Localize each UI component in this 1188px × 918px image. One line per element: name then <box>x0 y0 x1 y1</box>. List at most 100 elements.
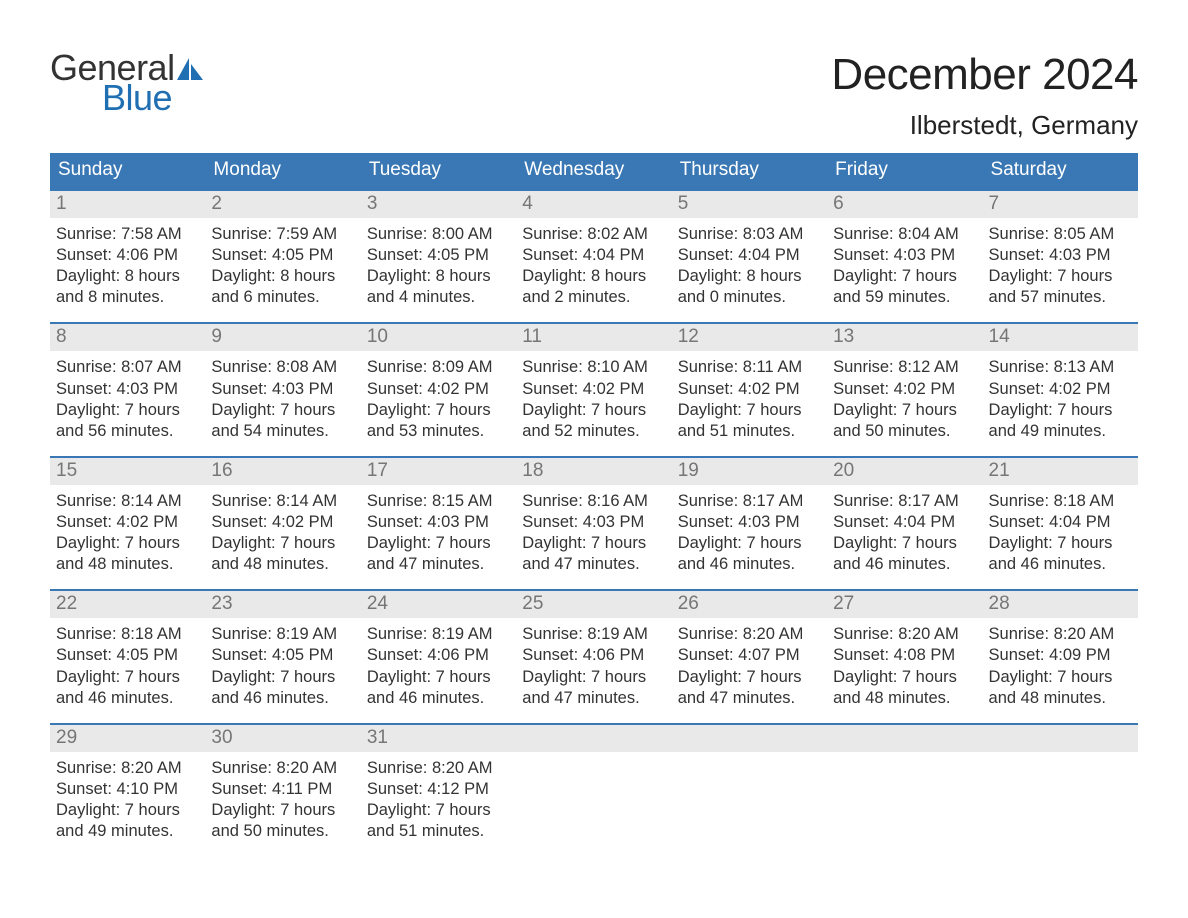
day-cell: 4Sunrise: 8:02 AMSunset: 4:04 PMDaylight… <box>516 191 671 322</box>
day-cell: 26Sunrise: 8:20 AMSunset: 4:07 PMDayligh… <box>672 591 827 722</box>
day-cell: 13Sunrise: 8:12 AMSunset: 4:02 PMDayligh… <box>827 324 982 455</box>
day-number: 3 <box>361 191 516 218</box>
weeks-container: 1Sunrise: 7:58 AMSunset: 4:06 PMDaylight… <box>50 189 1138 856</box>
day-cell: 10Sunrise: 8:09 AMSunset: 4:02 PMDayligh… <box>361 324 516 455</box>
day-number: 29 <box>50 725 205 752</box>
day-details: Sunrise: 8:10 AMSunset: 4:02 PMDaylight:… <box>516 351 671 441</box>
day-details: Sunrise: 8:18 AMSunset: 4:05 PMDaylight:… <box>50 618 205 708</box>
day-details: Sunrise: 8:19 AMSunset: 4:06 PMDaylight:… <box>516 618 671 708</box>
day-cell: 27Sunrise: 8:20 AMSunset: 4:08 PMDayligh… <box>827 591 982 722</box>
day-cell: 25Sunrise: 8:19 AMSunset: 4:06 PMDayligh… <box>516 591 671 722</box>
day-details: Sunrise: 8:19 AMSunset: 4:06 PMDaylight:… <box>361 618 516 708</box>
day-details: Sunrise: 8:17 AMSunset: 4:04 PMDaylight:… <box>827 485 982 575</box>
weekday-header: Friday <box>827 153 982 189</box>
day-details: Sunrise: 8:13 AMSunset: 4:02 PMDaylight:… <box>983 351 1138 441</box>
weekday-header: Wednesday <box>516 153 671 189</box>
day-details: Sunrise: 8:20 AMSunset: 4:11 PMDaylight:… <box>205 752 360 842</box>
day-number: 30 <box>205 725 360 752</box>
day-details: Sunrise: 8:07 AMSunset: 4:03 PMDaylight:… <box>50 351 205 441</box>
weekday-header: Saturday <box>983 153 1138 189</box>
day-cell: 6Sunrise: 8:04 AMSunset: 4:03 PMDaylight… <box>827 191 982 322</box>
day-number <box>516 725 671 752</box>
day-number: 19 <box>672 458 827 485</box>
day-details: Sunrise: 8:20 AMSunset: 4:07 PMDaylight:… <box>672 618 827 708</box>
day-cell: 3Sunrise: 8:00 AMSunset: 4:05 PMDaylight… <box>361 191 516 322</box>
day-number: 6 <box>827 191 982 218</box>
day-number: 5 <box>672 191 827 218</box>
day-cell: 14Sunrise: 8:13 AMSunset: 4:02 PMDayligh… <box>983 324 1138 455</box>
location-subtitle: Ilberstedt, Germany <box>831 110 1138 141</box>
day-number: 28 <box>983 591 1138 618</box>
day-cell: 29Sunrise: 8:20 AMSunset: 4:10 PMDayligh… <box>50 725 205 856</box>
day-number: 15 <box>50 458 205 485</box>
day-cell: 15Sunrise: 8:14 AMSunset: 4:02 PMDayligh… <box>50 458 205 589</box>
day-details: Sunrise: 8:00 AMSunset: 4:05 PMDaylight:… <box>361 218 516 308</box>
day-number: 1 <box>50 191 205 218</box>
day-details: Sunrise: 8:19 AMSunset: 4:05 PMDaylight:… <box>205 618 360 708</box>
day-number <box>983 725 1138 752</box>
header: General Blue December 2024 Ilberstedt, G… <box>50 50 1138 141</box>
day-details: Sunrise: 7:59 AMSunset: 4:05 PMDaylight:… <box>205 218 360 308</box>
day-cell: 9Sunrise: 8:08 AMSunset: 4:03 PMDaylight… <box>205 324 360 455</box>
day-details: Sunrise: 8:20 AMSunset: 4:08 PMDaylight:… <box>827 618 982 708</box>
day-number: 4 <box>516 191 671 218</box>
weekday-header: Thursday <box>672 153 827 189</box>
title-block: December 2024 Ilberstedt, Germany <box>831 50 1138 141</box>
day-number: 9 <box>205 324 360 351</box>
day-details: Sunrise: 8:20 AMSunset: 4:10 PMDaylight:… <box>50 752 205 842</box>
day-details: Sunrise: 8:09 AMSunset: 4:02 PMDaylight:… <box>361 351 516 441</box>
day-details: Sunrise: 8:11 AMSunset: 4:02 PMDaylight:… <box>672 351 827 441</box>
day-cell: 21Sunrise: 8:18 AMSunset: 4:04 PMDayligh… <box>983 458 1138 589</box>
day-details: Sunrise: 8:02 AMSunset: 4:04 PMDaylight:… <box>516 218 671 308</box>
day-cell: 23Sunrise: 8:19 AMSunset: 4:05 PMDayligh… <box>205 591 360 722</box>
day-details: Sunrise: 8:14 AMSunset: 4:02 PMDaylight:… <box>205 485 360 575</box>
day-details: Sunrise: 8:18 AMSunset: 4:04 PMDaylight:… <box>983 485 1138 575</box>
weekday-header-row: Sunday Monday Tuesday Wednesday Thursday… <box>50 153 1138 189</box>
week-row: 15Sunrise: 8:14 AMSunset: 4:02 PMDayligh… <box>50 456 1138 589</box>
day-number: 31 <box>361 725 516 752</box>
brand-logo: General Blue <box>50 50 203 116</box>
sail-icon <box>177 58 203 80</box>
day-number: 18 <box>516 458 671 485</box>
day-number: 22 <box>50 591 205 618</box>
day-details: Sunrise: 8:12 AMSunset: 4:02 PMDaylight:… <box>827 351 982 441</box>
day-number: 13 <box>827 324 982 351</box>
day-number: 27 <box>827 591 982 618</box>
week-row: 22Sunrise: 8:18 AMSunset: 4:05 PMDayligh… <box>50 589 1138 722</box>
day-number: 21 <box>983 458 1138 485</box>
day-number: 8 <box>50 324 205 351</box>
day-details: Sunrise: 8:20 AMSunset: 4:12 PMDaylight:… <box>361 752 516 842</box>
day-cell: 1Sunrise: 7:58 AMSunset: 4:06 PMDaylight… <box>50 191 205 322</box>
day-number: 16 <box>205 458 360 485</box>
day-details: Sunrise: 8:14 AMSunset: 4:02 PMDaylight:… <box>50 485 205 575</box>
day-number: 24 <box>361 591 516 618</box>
week-row: 29Sunrise: 8:20 AMSunset: 4:10 PMDayligh… <box>50 723 1138 856</box>
day-cell <box>672 725 827 856</box>
week-row: 1Sunrise: 7:58 AMSunset: 4:06 PMDaylight… <box>50 189 1138 322</box>
day-number: 17 <box>361 458 516 485</box>
day-number: 2 <box>205 191 360 218</box>
page-title: December 2024 <box>831 50 1138 100</box>
day-cell: 7Sunrise: 8:05 AMSunset: 4:03 PMDaylight… <box>983 191 1138 322</box>
day-details: Sunrise: 8:03 AMSunset: 4:04 PMDaylight:… <box>672 218 827 308</box>
week-row: 8Sunrise: 8:07 AMSunset: 4:03 PMDaylight… <box>50 322 1138 455</box>
day-cell: 11Sunrise: 8:10 AMSunset: 4:02 PMDayligh… <box>516 324 671 455</box>
day-cell: 19Sunrise: 8:17 AMSunset: 4:03 PMDayligh… <box>672 458 827 589</box>
day-number: 25 <box>516 591 671 618</box>
day-cell: 12Sunrise: 8:11 AMSunset: 4:02 PMDayligh… <box>672 324 827 455</box>
day-cell <box>516 725 671 856</box>
day-cell: 22Sunrise: 8:18 AMSunset: 4:05 PMDayligh… <box>50 591 205 722</box>
day-cell <box>827 725 982 856</box>
day-number: 26 <box>672 591 827 618</box>
day-cell: 30Sunrise: 8:20 AMSunset: 4:11 PMDayligh… <box>205 725 360 856</box>
day-cell: 20Sunrise: 8:17 AMSunset: 4:04 PMDayligh… <box>827 458 982 589</box>
day-number: 11 <box>516 324 671 351</box>
day-number: 20 <box>827 458 982 485</box>
logo-blue-text: Blue <box>102 80 203 116</box>
day-cell <box>983 725 1138 856</box>
day-number: 14 <box>983 324 1138 351</box>
day-details: Sunrise: 8:17 AMSunset: 4:03 PMDaylight:… <box>672 485 827 575</box>
day-details: Sunrise: 8:20 AMSunset: 4:09 PMDaylight:… <box>983 618 1138 708</box>
day-number <box>672 725 827 752</box>
day-cell: 8Sunrise: 8:07 AMSunset: 4:03 PMDaylight… <box>50 324 205 455</box>
